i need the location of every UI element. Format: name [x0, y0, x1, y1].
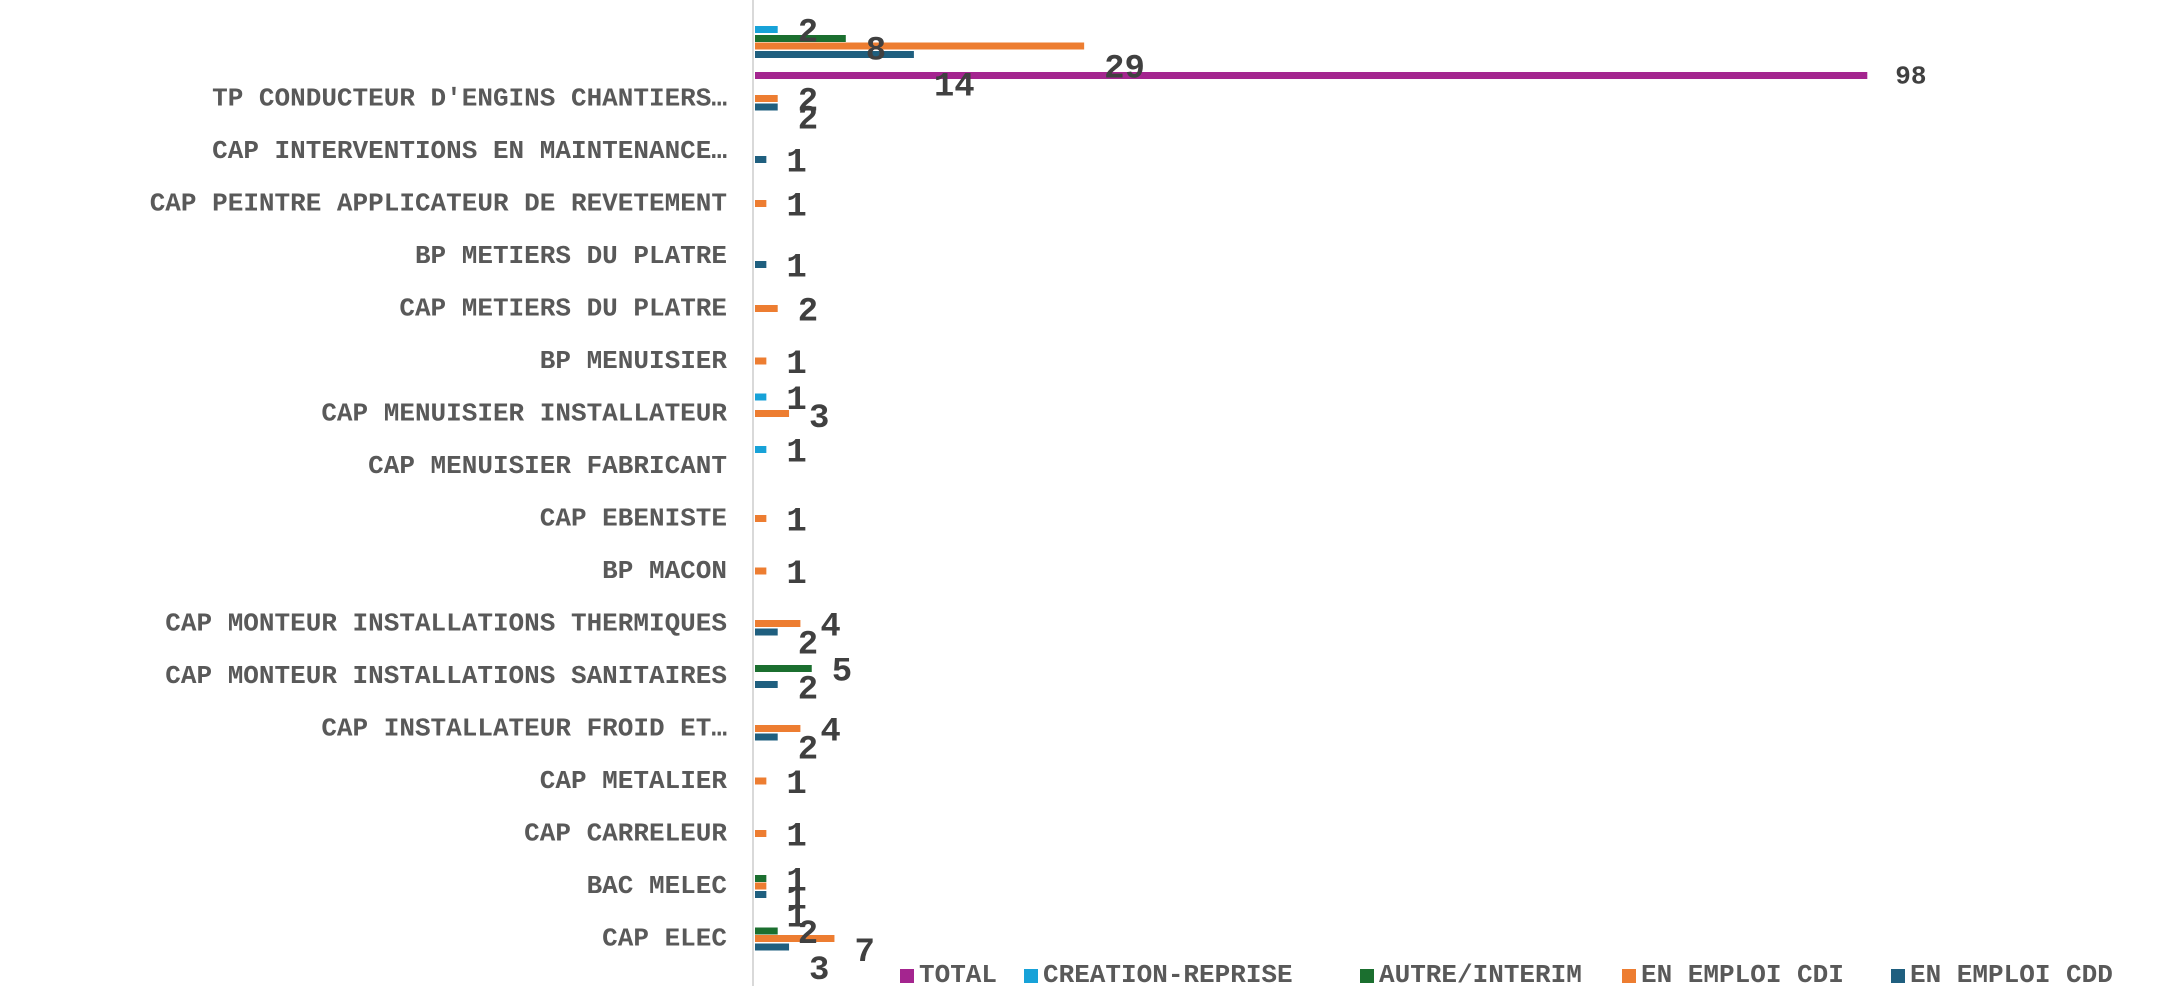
data-label: 7	[854, 934, 874, 972]
legend-entry: EN EMPLOI CDI	[1641, 960, 1844, 986]
bar-en-emploi-cdi	[755, 305, 778, 312]
data-label: 5	[832, 654, 852, 692]
category-label: CAP MONTEUR INSTALLATIONS THERMIQUES	[165, 609, 727, 639]
data-label: 1	[786, 864, 806, 902]
bar-en-emploi-cdi	[755, 830, 767, 837]
category-label: CAP ELEC	[602, 924, 727, 954]
data-label: 2	[798, 916, 818, 954]
data-label: 2	[798, 15, 818, 53]
category-label: CAP INSTALLATEUR FROID ET…	[321, 714, 727, 744]
category-label: BP MENUISIER	[540, 346, 728, 376]
data-label: 98	[1895, 62, 1926, 92]
data-label: 1	[786, 900, 806, 938]
data-label: 2	[798, 84, 818, 122]
data-label: 1	[786, 250, 806, 288]
data-label: 2	[798, 627, 818, 665]
data-label: 1	[786, 556, 806, 594]
category-label: CAP INTERVENTIONS EN MAINTENANCE…	[212, 136, 727, 166]
bar-creation-reprise	[755, 446, 767, 453]
data-label: 2	[798, 672, 818, 710]
legend-swatch	[1360, 969, 1374, 983]
category-label: TP CONDUCTEUR D'ENGINS CHANTIERS…	[212, 84, 727, 114]
bar-en-emploi-cdi	[755, 777, 767, 785]
category-label: CAP MONTEUR INSTALLATIONS SANITAIRES	[165, 661, 727, 691]
bar-creation-reprise	[755, 393, 767, 401]
data-label: 1	[786, 189, 806, 227]
bar-en-emploi-cdd	[755, 943, 790, 951]
data-label: 8	[866, 33, 886, 71]
bar-en-emploi-cdi	[755, 95, 778, 102]
legend-entry: CREATION-REPRISE	[1043, 960, 1293, 986]
category-label: BAC MELEC	[587, 871, 727, 901]
data-label: 4	[820, 609, 840, 647]
data-label: 2	[798, 102, 818, 140]
legend-swatch	[1024, 969, 1038, 983]
category-label: BP MACON	[602, 556, 727, 586]
bar-autre-interim	[755, 665, 812, 672]
category-label: CAP MENUISIER FABRICANT	[368, 451, 727, 481]
legend-entry: TOTAL	[919, 960, 997, 986]
bar-en-emploi-cdi	[755, 200, 767, 207]
data-label: 1	[786, 504, 806, 542]
bar-autre-interim	[755, 927, 778, 935]
bar-en-emploi-cdd	[755, 628, 778, 636]
data-label: 3	[809, 400, 829, 438]
data-label: 1	[786, 382, 806, 420]
bar-en-emploi-cdi	[755, 42, 1085, 50]
bar-en-emploi-cdi	[755, 357, 767, 365]
bar-en-emploi-cdd	[755, 681, 778, 688]
bar-en-emploi-cdi	[755, 725, 801, 732]
bar-en-emploi-cdd	[755, 156, 767, 163]
bar-en-emploi-cdd	[755, 733, 778, 741]
data-label: 1	[786, 145, 806, 183]
data-label: 14	[934, 69, 975, 107]
category-label: CAP PEINTRE APPLICATEUR DE REVETEMENT	[150, 189, 727, 219]
bar-en-emploi-cdi	[755, 410, 790, 417]
bar-en-emploi-cdi	[755, 620, 801, 627]
data-label: 1	[786, 882, 806, 920]
data-label: 2	[798, 732, 818, 770]
legend: TOTAL CREATION-REPRISE AUTRE/INTERIM EN EMP…	[900, 960, 2113, 986]
data-label: 3	[809, 952, 829, 986]
data-label: 4	[820, 714, 840, 752]
category-label: CAP MENUISIER INSTALLATEUR	[321, 399, 727, 429]
bar-en-emploi-cdd	[755, 261, 767, 268]
category-label: BP METIERS DU PLATRE	[415, 241, 727, 271]
legend-swatch	[1622, 969, 1636, 983]
bar-en-emploi-cdi	[755, 935, 835, 942]
category-label: CAP METIERS DU PLATRE	[399, 294, 727, 324]
bar-en-emploi-cdd	[755, 51, 914, 58]
legend-entry: AUTRE/INTERIM	[1379, 960, 1582, 986]
category-labels: TP CONDUCTEUR D'ENGINS CHANTIERS… CAP INT…	[150, 84, 728, 954]
bar-total	[755, 72, 1868, 79]
category-label: CAP METALIER	[540, 766, 728, 796]
bar-en-emploi-cdd	[755, 103, 778, 111]
data-label: 2	[798, 294, 818, 332]
bar-creation-reprise	[755, 26, 778, 33]
category-label: CAP CARRELEUR	[524, 819, 727, 849]
bar-en-emploi-cdi	[755, 567, 767, 575]
data-label: 1	[786, 346, 806, 384]
bar-autre-interim	[755, 875, 767, 882]
legend-entry: EN EMPLOI CDD	[1910, 960, 2113, 986]
bar-en-emploi-cdi	[755, 515, 767, 522]
data-label: 29	[1104, 51, 1145, 89]
bar-en-emploi-cdi	[755, 882, 767, 890]
legend-swatch	[900, 969, 914, 983]
data-label: 1	[786, 819, 806, 857]
bar-autre-interim	[755, 35, 846, 42]
data-label: 1	[786, 766, 806, 804]
data-label: 1	[786, 435, 806, 473]
category-label: CAP EBENISTE	[540, 504, 727, 534]
bar-layer	[755, 26, 1868, 951]
legend-swatch	[1891, 969, 1905, 983]
bar-en-emploi-cdd	[755, 891, 767, 898]
